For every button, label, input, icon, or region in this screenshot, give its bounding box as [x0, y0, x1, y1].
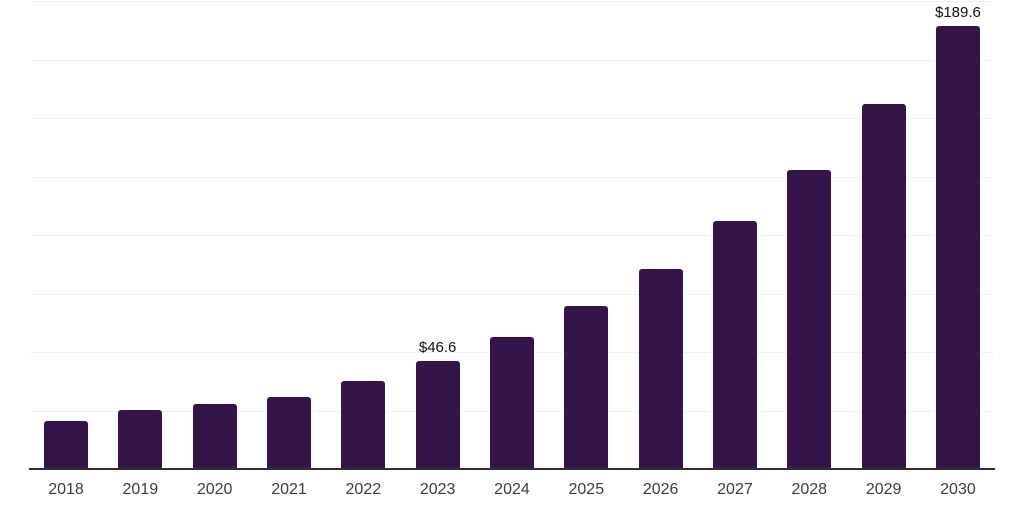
bar-2029 [861, 104, 906, 470]
gridline [29, 1, 995, 2]
bar-2030 [935, 26, 980, 470]
bar-slot-2026 [638, 2, 683, 470]
gridline [29, 293, 995, 295]
x-tick-label-2029: 2029 [865, 481, 902, 498]
x-tick-slot-2027: 2027 [713, 481, 757, 499]
bar-2020 [192, 404, 237, 470]
x-tick-label-2030: 2030 [940, 481, 976, 498]
bar-2021 [266, 397, 311, 470]
x-axis-line [29, 468, 995, 470]
bar-slot-2019 [118, 2, 163, 470]
x-tick-label-2025: 2025 [568, 481, 605, 498]
gridline [29, 118, 995, 119]
bar-2024 [489, 337, 534, 470]
gridline [29, 59, 995, 61]
x-tick-slot-2021: 2021 [267, 481, 311, 499]
bar-slot-2027 [712, 2, 757, 470]
x-tick-slot-2030: 2030 [936, 481, 980, 499]
x-tick-label-2022: 2022 [345, 481, 382, 498]
x-tick-label-2027: 2027 [717, 481, 753, 498]
x-tick-slot-2020: 2020 [193, 481, 237, 499]
gridline [29, 176, 995, 178]
bar-2022 [341, 381, 386, 470]
bar-slot-2030: $189.6 [934, 2, 981, 470]
x-axis-labels: 2018 2019 2020 2021 2022 2023 2024 2025 2026 2027… [29, 481, 995, 499]
x-tick-label-2018: 2018 [48, 481, 84, 498]
x-tick-label-2019: 2019 [122, 481, 159, 498]
bar-slot-2021 [266, 2, 311, 470]
bar-slot-2023: $46.6 [415, 2, 460, 470]
x-tick-slot-2029: 2029 [862, 481, 906, 499]
x-tick-slot-2022: 2022 [341, 481, 385, 499]
x-tick-label-2021: 2021 [271, 481, 307, 498]
bar-slot-2024 [489, 2, 534, 470]
bar-slot-2025 [564, 2, 609, 470]
gridline [29, 235, 995, 236]
bar-slot-2018 [44, 2, 88, 470]
bar-2023 [415, 360, 460, 470]
x-tick-label-2023: 2023 [419, 481, 456, 498]
bar-2018 [44, 421, 88, 470]
bar-2026 [638, 269, 683, 470]
bars-row: $46.6 $189.6 [29, 2, 995, 470]
bar-slot-2020 [192, 2, 237, 470]
x-tick-slot-2023: 2023 [416, 481, 460, 499]
x-tick-label-2026: 2026 [642, 481, 679, 498]
x-tick-slot-2028: 2028 [787, 481, 831, 499]
data-label-2030: $189.6 [934, 4, 981, 22]
x-tick-label-2024: 2024 [494, 481, 530, 498]
x-tick-label-2020: 2020 [196, 481, 233, 498]
bar-2025 [564, 305, 609, 470]
x-tick-slot-2025: 2025 [564, 481, 608, 499]
plot-area: $46.6 $189.6 [29, 1, 995, 470]
data-label-2023: $46.6 [418, 338, 457, 356]
bar-2028 [787, 170, 832, 470]
bar-2019 [118, 410, 163, 470]
x-tick-slot-2018: 2018 [44, 481, 88, 499]
x-tick-label-2028: 2028 [791, 481, 828, 498]
bar-slot-2028 [787, 2, 832, 470]
bar-slot-2022 [341, 2, 386, 470]
bar-2027 [712, 221, 757, 470]
bar-slot-2029 [861, 2, 906, 470]
x-tick-slot-2019: 2019 [118, 481, 162, 499]
x-tick-slot-2026: 2026 [639, 481, 683, 499]
x-tick-slot-2024: 2024 [490, 481, 534, 499]
